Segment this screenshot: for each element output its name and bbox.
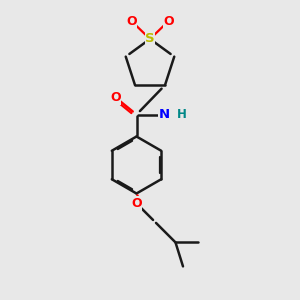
Text: O: O bbox=[126, 14, 137, 28]
Text: O: O bbox=[110, 91, 121, 104]
Text: S: S bbox=[145, 32, 155, 46]
Text: N: N bbox=[159, 108, 170, 121]
Text: O: O bbox=[163, 14, 174, 28]
Text: H: H bbox=[177, 108, 186, 121]
Text: O: O bbox=[131, 197, 142, 210]
